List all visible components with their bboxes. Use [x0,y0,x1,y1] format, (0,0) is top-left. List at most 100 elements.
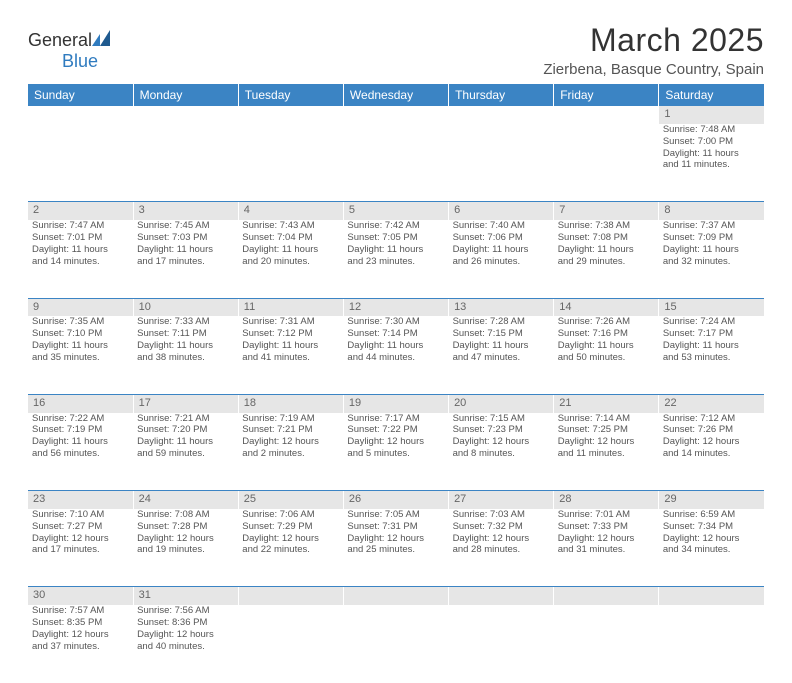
day-d2: and 44 minutes. [347,352,444,364]
day-number-cell: 12 [343,298,448,316]
day-number-cell [554,106,659,124]
calendar-day-cell: Sunrise: 7:17 AMSunset: 7:22 PMDaylight:… [343,413,448,491]
calendar-table: Sunday Monday Tuesday Wednesday Thursday… [28,84,764,683]
day-sunrise: Sunrise: 6:59 AM [663,509,760,521]
day-number-cell: 14 [554,298,659,316]
calendar-day-cell: Sunrise: 7:31 AMSunset: 7:12 PMDaylight:… [238,316,343,394]
day-d2: and 14 minutes. [663,448,760,460]
day-sunrise: Sunrise: 7:14 AM [558,413,655,425]
weekday-header: Friday [554,84,659,106]
day-number-row: 3031 [28,587,764,605]
day-d2: and 31 minutes. [558,544,655,556]
calendar-day-cell [449,605,554,683]
calendar-day-cell: Sunrise: 7:57 AMSunset: 8:35 PMDaylight:… [28,605,133,683]
header: GeneralBlue March 2025 Zierbena, Basque … [28,22,764,78]
weekday-header: Wednesday [343,84,448,106]
logo: GeneralBlue [28,30,114,72]
day-number-row: 9101112131415 [28,298,764,316]
logo-text: GeneralBlue [28,30,114,72]
calendar-day-cell [554,605,659,683]
day-d2: and 23 minutes. [347,256,444,268]
day-sunrise: Sunrise: 7:37 AM [663,220,760,232]
day-number-cell: 30 [28,587,133,605]
day-d2: and 56 minutes. [32,448,129,460]
day-sunset: Sunset: 7:15 PM [453,328,550,340]
day-number-cell: 2 [28,202,133,220]
day-d1: Daylight: 12 hours [242,533,339,545]
calendar-day-cell: Sunrise: 7:19 AMSunset: 7:21 PMDaylight:… [238,413,343,491]
day-number-cell [133,106,238,124]
calendar-day-cell [659,605,764,683]
weekday-header: Monday [133,84,238,106]
day-d1: Daylight: 11 hours [558,244,655,256]
day-d2: and 41 minutes. [242,352,339,364]
day-sunrise: Sunrise: 7:26 AM [558,316,655,328]
day-d2: and 28 minutes. [453,544,550,556]
day-number-cell: 20 [449,394,554,412]
day-d2: and 40 minutes. [137,641,234,653]
day-sunrise: Sunrise: 7:12 AM [663,413,760,425]
day-sunrise: Sunrise: 7:28 AM [453,316,550,328]
day-sunset: Sunset: 8:35 PM [32,617,129,629]
day-sunset: Sunset: 7:20 PM [137,424,234,436]
calendar-day-cell: Sunrise: 7:03 AMSunset: 7:32 PMDaylight:… [449,509,554,587]
day-sunrise: Sunrise: 7:08 AM [137,509,234,521]
day-sunrise: Sunrise: 7:47 AM [32,220,129,232]
day-d1: Daylight: 11 hours [137,244,234,256]
day-d1: Daylight: 12 hours [242,436,339,448]
day-d1: Daylight: 11 hours [32,436,129,448]
day-sunrise: Sunrise: 7:48 AM [663,124,760,136]
calendar-day-cell: Sunrise: 7:22 AMSunset: 7:19 PMDaylight:… [28,413,133,491]
day-number-cell: 17 [133,394,238,412]
calendar-day-cell: Sunrise: 7:33 AMSunset: 7:11 PMDaylight:… [133,316,238,394]
day-sunset: Sunset: 7:27 PM [32,521,129,533]
day-sunrise: Sunrise: 7:57 AM [32,605,129,617]
day-d1: Daylight: 12 hours [558,436,655,448]
calendar-day-cell: Sunrise: 7:30 AMSunset: 7:14 PMDaylight:… [343,316,448,394]
day-sunrise: Sunrise: 7:35 AM [32,316,129,328]
day-d2: and 53 minutes. [663,352,760,364]
calendar-day-cell: Sunrise: 6:59 AMSunset: 7:34 PMDaylight:… [659,509,764,587]
day-number-cell [238,587,343,605]
day-number-cell: 28 [554,491,659,509]
calendar-day-cell: Sunrise: 7:06 AMSunset: 7:29 PMDaylight:… [238,509,343,587]
day-d1: Daylight: 12 hours [32,629,129,641]
day-sunset: Sunset: 8:36 PM [137,617,234,629]
day-sunset: Sunset: 7:32 PM [453,521,550,533]
logo-mark-icon [92,30,114,51]
day-d2: and 11 minutes. [558,448,655,460]
day-d1: Daylight: 12 hours [137,533,234,545]
day-number-cell: 1 [659,106,764,124]
calendar-day-cell: Sunrise: 7:56 AMSunset: 8:36 PMDaylight:… [133,605,238,683]
day-number-cell [238,106,343,124]
calendar-day-cell: Sunrise: 7:05 AMSunset: 7:31 PMDaylight:… [343,509,448,587]
day-sunrise: Sunrise: 7:38 AM [558,220,655,232]
day-number-cell: 25 [238,491,343,509]
day-sunrise: Sunrise: 7:05 AM [347,509,444,521]
day-sunset: Sunset: 7:10 PM [32,328,129,340]
logo-text-1: General [28,30,92,50]
day-d1: Daylight: 11 hours [347,244,444,256]
day-number-cell: 29 [659,491,764,509]
day-sunset: Sunset: 7:19 PM [32,424,129,436]
calendar-day-cell: Sunrise: 7:01 AMSunset: 7:33 PMDaylight:… [554,509,659,587]
day-d1: Daylight: 11 hours [663,244,760,256]
calendar-week-row: Sunrise: 7:22 AMSunset: 7:19 PMDaylight:… [28,413,764,491]
day-sunset: Sunset: 7:00 PM [663,136,760,148]
day-number-cell: 19 [343,394,448,412]
location-text: Zierbena, Basque Country, Spain [543,61,764,78]
day-d2: and 29 minutes. [558,256,655,268]
day-d1: Daylight: 12 hours [453,436,550,448]
day-d1: Daylight: 11 hours [453,340,550,352]
day-sunrise: Sunrise: 7:22 AM [32,413,129,425]
day-d1: Daylight: 11 hours [663,148,760,160]
day-d2: and 22 minutes. [242,544,339,556]
calendar-day-cell [238,124,343,202]
calendar-day-cell: Sunrise: 7:28 AMSunset: 7:15 PMDaylight:… [449,316,554,394]
day-number-cell: 15 [659,298,764,316]
calendar-day-cell: Sunrise: 7:10 AMSunset: 7:27 PMDaylight:… [28,509,133,587]
day-number-cell: 5 [343,202,448,220]
day-number-cell: 11 [238,298,343,316]
day-d2: and 5 minutes. [347,448,444,460]
day-sunrise: Sunrise: 7:24 AM [663,316,760,328]
